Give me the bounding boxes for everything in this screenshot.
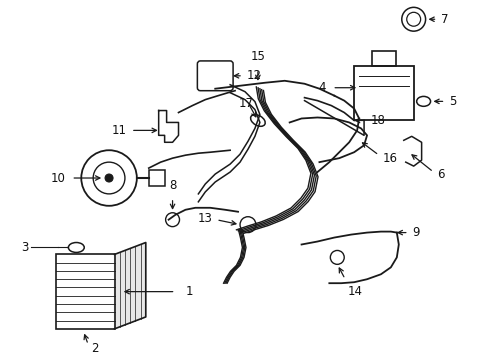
Text: 1: 1 bbox=[185, 285, 193, 298]
Text: 4: 4 bbox=[319, 81, 326, 94]
Polygon shape bbox=[115, 243, 146, 329]
Text: 5: 5 bbox=[449, 95, 457, 108]
Text: 12: 12 bbox=[247, 69, 262, 82]
Bar bbox=[354, 66, 414, 121]
Text: 14: 14 bbox=[347, 285, 362, 298]
Bar bbox=[56, 255, 115, 329]
Circle shape bbox=[105, 174, 113, 182]
Text: 8: 8 bbox=[169, 179, 176, 192]
Text: 11: 11 bbox=[112, 124, 127, 137]
Text: 2: 2 bbox=[91, 342, 98, 355]
Text: 16: 16 bbox=[383, 152, 398, 165]
Bar bbox=[149, 170, 165, 186]
Text: 18: 18 bbox=[371, 114, 386, 127]
Text: 9: 9 bbox=[413, 226, 420, 239]
Text: 17: 17 bbox=[239, 96, 253, 110]
Text: 13: 13 bbox=[197, 212, 212, 225]
Text: 15: 15 bbox=[250, 50, 266, 63]
Bar bbox=[372, 51, 396, 66]
Text: 10: 10 bbox=[50, 171, 65, 185]
Text: 6: 6 bbox=[438, 167, 445, 181]
Text: 3: 3 bbox=[21, 241, 29, 254]
Text: 7: 7 bbox=[441, 13, 449, 26]
